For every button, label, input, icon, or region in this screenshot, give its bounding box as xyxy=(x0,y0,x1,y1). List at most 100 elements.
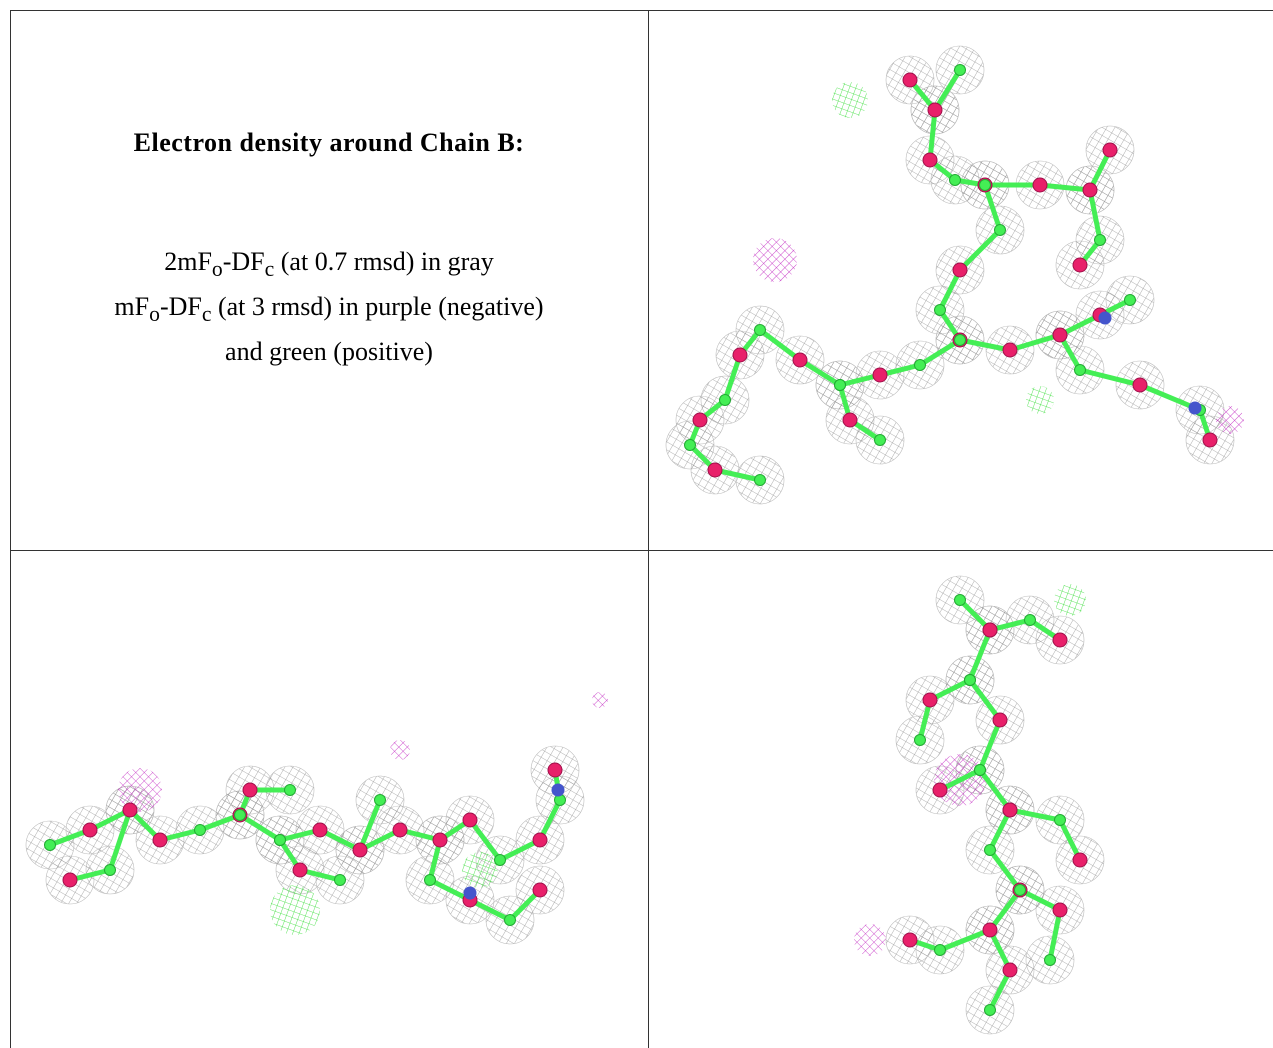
atom xyxy=(982,622,998,638)
atom xyxy=(954,64,966,76)
atom xyxy=(1072,852,1088,868)
atom xyxy=(62,872,78,888)
atom xyxy=(234,809,246,821)
atom xyxy=(1202,432,1218,448)
bond xyxy=(932,68,963,112)
atom xyxy=(432,832,448,848)
atom xyxy=(934,304,946,316)
atom xyxy=(274,834,286,846)
atom xyxy=(902,932,918,948)
atom xyxy=(874,434,886,446)
difference-density xyxy=(854,924,886,956)
atom xyxy=(952,262,968,278)
atom xyxy=(352,842,368,858)
atom xyxy=(707,462,723,478)
difference-density xyxy=(390,740,410,760)
difference-density xyxy=(270,885,320,935)
atom xyxy=(1082,182,1098,198)
atom xyxy=(684,439,696,451)
text: 2mF xyxy=(164,247,212,276)
atom xyxy=(494,854,506,866)
atom xyxy=(982,922,998,938)
text: (at 0.7 rmsd) in gray xyxy=(274,247,494,276)
atom xyxy=(532,882,548,898)
atom xyxy=(122,802,138,818)
atom xyxy=(1014,884,1026,896)
atom xyxy=(1054,814,1066,826)
atom xyxy=(692,412,708,428)
atom xyxy=(1002,962,1018,978)
atom xyxy=(1024,614,1036,626)
difference-density xyxy=(592,692,608,708)
atom xyxy=(964,674,976,686)
atom xyxy=(932,782,948,798)
text: -DF xyxy=(159,292,202,322)
atom xyxy=(732,347,748,363)
table-grid xyxy=(10,10,1273,1048)
atom xyxy=(152,832,168,848)
atom xyxy=(547,762,563,778)
atom xyxy=(834,379,846,391)
caption-line: mFo-DFc (at 3 rmsd) in purple (negative) xyxy=(10,288,648,333)
subscript: c xyxy=(264,257,275,282)
caption-line: 2mFo-DFc (at 0.7 rmsd) in gray xyxy=(10,243,648,288)
text: and green (positive) xyxy=(225,337,433,367)
atom xyxy=(44,839,56,851)
atom xyxy=(1052,632,1068,648)
atom xyxy=(1124,294,1136,306)
atom xyxy=(424,874,436,886)
difference-density xyxy=(118,768,162,812)
atom xyxy=(719,394,731,406)
atom xyxy=(104,864,116,876)
difference-density xyxy=(462,852,498,888)
atom xyxy=(242,782,258,798)
atom xyxy=(754,324,766,336)
text: mF xyxy=(114,292,150,322)
caption-text: 2mFo-DFc (at 0.7 rmsd) in gray mFo-DFc (… xyxy=(10,243,648,371)
atom xyxy=(1132,377,1148,393)
difference-density xyxy=(753,238,797,282)
subscript: o xyxy=(211,257,223,282)
atom xyxy=(914,359,926,371)
nitrogen-atom xyxy=(1098,311,1112,325)
atom xyxy=(292,862,308,878)
atom xyxy=(462,812,478,828)
difference-density xyxy=(832,82,868,118)
subscript: c xyxy=(201,302,212,327)
bond xyxy=(357,799,383,851)
atom xyxy=(984,844,996,856)
difference-density xyxy=(1026,386,1054,414)
atom xyxy=(312,822,328,838)
nitrogen-atom xyxy=(463,886,477,900)
atom xyxy=(392,822,408,838)
atom xyxy=(754,474,766,486)
atom xyxy=(954,594,966,606)
atom xyxy=(974,764,986,776)
atom xyxy=(1094,234,1106,246)
text: (at 3 rmsd) in purple (negative) xyxy=(211,292,544,322)
difference-density xyxy=(1054,584,1086,616)
atom xyxy=(1032,177,1048,193)
atom xyxy=(1074,364,1086,376)
atom xyxy=(1002,802,1018,818)
caption-line: and green (positive) xyxy=(10,333,648,371)
atom xyxy=(984,1004,996,1016)
atom xyxy=(284,784,296,796)
nitrogen-atom xyxy=(551,783,565,797)
atom xyxy=(922,692,938,708)
atom xyxy=(927,102,943,118)
atom xyxy=(1052,902,1068,918)
bond xyxy=(49,769,563,863)
atom xyxy=(1044,954,1056,966)
atom xyxy=(1052,327,1068,343)
atom xyxy=(374,794,386,806)
atom xyxy=(532,832,548,848)
atom xyxy=(842,412,858,428)
atom xyxy=(504,914,516,926)
text: -DF xyxy=(222,247,265,276)
atom xyxy=(1072,257,1088,273)
caption-title: Electron density around Chain B: xyxy=(133,128,525,157)
atom xyxy=(922,152,938,168)
